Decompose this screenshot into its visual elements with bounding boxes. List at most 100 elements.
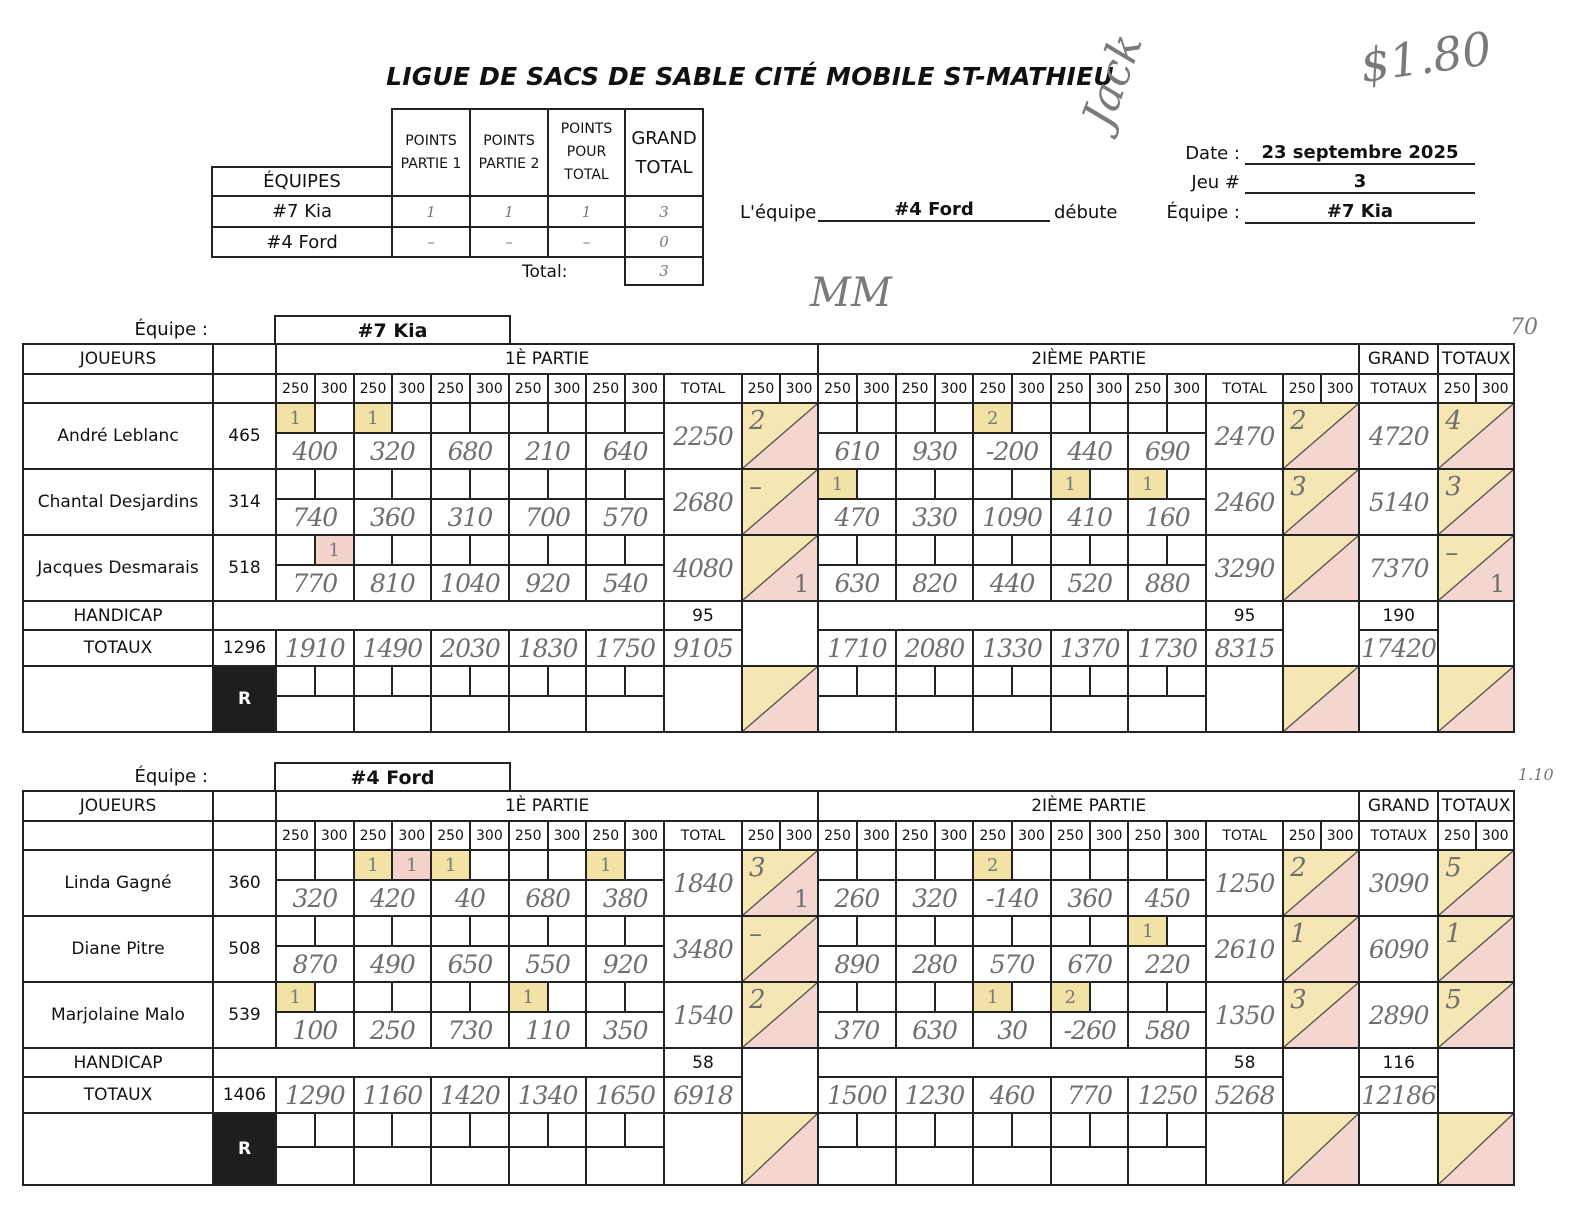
sub-250: 250: [1437, 373, 1478, 404]
frame-mark: [275, 468, 316, 500]
frame-score: 440: [972, 564, 1052, 602]
frame-score: 320: [894, 879, 975, 917]
frame-mark: [430, 915, 471, 947]
frame-score: 280: [894, 945, 975, 983]
player-handicap: 314: [212, 468, 277, 536]
frame-mark: [468, 915, 510, 947]
sub-300: 300: [313, 820, 355, 851]
sub-300: 300: [468, 820, 510, 851]
blank-mark: [1088, 1112, 1130, 1148]
blank-total: [662, 665, 743, 733]
header-partie-2: 2IÈME PARTIE: [817, 790, 1361, 822]
blank: [817, 1047, 1208, 1078]
blank-score: [817, 1146, 897, 1186]
mark-value: 1: [600, 854, 612, 876]
frame-mark: [430, 981, 471, 1013]
frame-mark: [585, 534, 627, 566]
points-top: 2: [748, 406, 766, 436]
frame-mark: [933, 534, 975, 566]
frame-mark: [275, 915, 316, 947]
grand-total: 2890: [1358, 981, 1440, 1049]
margin-note: 70: [1510, 315, 1538, 340]
blank-score: [1049, 695, 1130, 733]
sub-300: 300: [933, 373, 975, 404]
frame-mark: [972, 534, 1014, 566]
header-total: TOTAL: [662, 373, 743, 404]
blank-score: [507, 695, 588, 733]
frame-mark: [507, 915, 549, 947]
sub-250: 250: [507, 373, 549, 404]
blank: [22, 1112, 214, 1186]
blank-mark: [855, 1112, 897, 1148]
frame-mark: [468, 981, 510, 1013]
frame-score: 1090: [972, 498, 1052, 536]
frame-score: 40: [430, 879, 510, 917]
frame-mark: [468, 468, 510, 500]
partie-points-triangle: 2: [1282, 849, 1361, 917]
blank-mark: [313, 665, 355, 697]
points-top: 1: [1290, 919, 1307, 949]
frame-mark: [855, 849, 897, 881]
blank-score: [352, 1146, 433, 1186]
blank-mark: [624, 1112, 665, 1148]
sub-250: 250: [507, 820, 549, 851]
date-label: Date :: [1185, 143, 1240, 164]
frame-score: 700: [507, 498, 588, 536]
frame-mark: [624, 915, 665, 947]
handicap-label: HANDICAP: [22, 600, 214, 631]
frame-mark: [313, 981, 355, 1013]
frame-score: 870: [275, 945, 355, 983]
blank-grand: [1358, 665, 1440, 733]
mark-value: 2: [1064, 986, 1077, 1008]
blank-mark: [391, 665, 433, 697]
starter-prefix: L'équipe: [740, 202, 817, 223]
team-grand-total: 17420: [1358, 629, 1440, 667]
frame-mark: 2: [972, 402, 1014, 434]
frame-mark: 2: [972, 849, 1014, 881]
frame-score: 680: [507, 879, 588, 917]
sub-300: 300: [1475, 373, 1516, 404]
empty-points-triangle: [1282, 1112, 1361, 1186]
grand-total: 3090: [1358, 849, 1440, 917]
frame-mark: [313, 402, 355, 434]
frame-mark: 1: [585, 849, 627, 881]
frame-score: 470: [817, 498, 897, 536]
frame-mark: [468, 849, 510, 881]
team-grand-total: 12186: [1358, 1076, 1440, 1114]
partie-points-triangle: 2: [1282, 402, 1361, 470]
frame-mark: [1166, 981, 1208, 1013]
frame-score: 640: [585, 432, 665, 470]
frame-mark: [546, 981, 588, 1013]
empty-points-triangle: [1437, 665, 1516, 733]
points-top: 1: [1445, 919, 1462, 949]
blank-mark: [507, 1112, 549, 1148]
sub-250: 250: [1282, 820, 1323, 851]
score-table: JOUEURS 1È PARTIE 2IÈME PARTIE GRAND TOTAUX 2…: [22, 343, 1516, 733]
frame-total: 1330: [972, 629, 1052, 667]
frame-total: 1250: [1127, 1076, 1208, 1114]
header-points-total: POINTS POUR TOTAL: [547, 108, 626, 197]
frame-score: 160: [1127, 498, 1208, 536]
frame-mark: [933, 402, 975, 434]
frame-mark: 1: [1127, 915, 1169, 947]
player-name: Jacques Desmarais: [22, 534, 214, 602]
partie-total: 2250: [662, 402, 743, 470]
sub-300: 300: [1320, 820, 1361, 851]
blank-score: [585, 695, 665, 733]
frame-score: 310: [430, 498, 510, 536]
player-name: Diane Pitre: [22, 915, 214, 983]
frame-score: 250: [352, 1011, 433, 1049]
p1-grand-total: 9105: [662, 629, 743, 667]
partie-points-triangle: 2: [740, 402, 820, 470]
blank-mark: [546, 1112, 588, 1148]
frame-mark: [1127, 849, 1169, 881]
sub-300: 300: [624, 373, 665, 404]
sub-300: 300: [468, 373, 510, 404]
total-points-triangle: 1: [1437, 915, 1516, 983]
player-handicap: 539: [212, 981, 277, 1049]
margin-note: 1.10: [1518, 765, 1554, 784]
frame-mark: 1: [352, 849, 394, 881]
frame-mark: [1049, 402, 1091, 434]
sub-250: 250: [430, 820, 471, 851]
